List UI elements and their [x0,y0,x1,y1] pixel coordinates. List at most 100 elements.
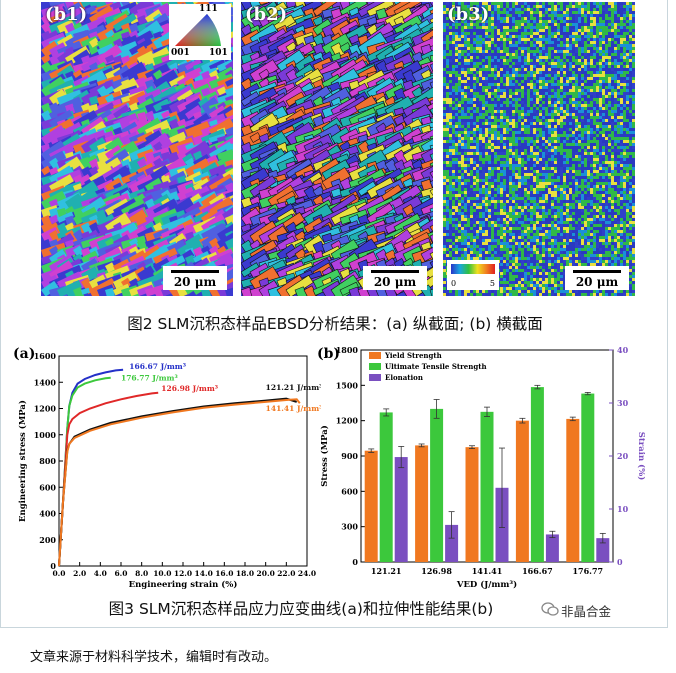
series-line-1 [58,376,111,567]
x-tick-label: 121.21 [371,566,402,576]
y-axis-label: Stress (MPa) [319,425,330,487]
x-tick-label: 12.0 [174,569,192,578]
watermark-text: 非晶合金 [561,604,612,619]
source-note: 文章来源于材料科学技术，编辑时有改动。 [30,650,278,665]
bar-0-4 [566,418,580,562]
x-tick-label: 22.0 [277,569,295,578]
x-tick-label: 2.0 [73,569,86,578]
x-tick-label: 141.41 [472,566,503,576]
panel-label: (a) [13,346,35,362]
kam-max: 5 [489,279,495,288]
kam-min: 0 [451,279,457,288]
stress-strain-chart: (a) 0 200 400 600 800 1000 1200 1400 1600 0.0 2.0 4.… [13,346,321,590]
panel-label: (b2) [245,4,288,25]
legend-swatch-0 [369,352,381,359]
panel-label: (b3) [447,4,490,25]
y2-tick-label: 40 [617,345,629,355]
scale-bar: 20 μm [363,266,427,290]
bar-2-4 [596,538,610,562]
series-label-0: 166.67 J/mm³ [129,362,186,371]
panel-label: (b1) [45,4,88,25]
x-tick-label: 18.0 [236,569,254,578]
y-tick-label: 800 [39,456,56,466]
ipf-color-key: 111 001 101 [169,4,231,60]
y-tick-label: 1000 [34,430,57,440]
grain-texture [41,2,233,296]
ipf-label-top: 111 [199,4,218,14]
y-tick-label: 1800 [336,345,359,355]
x-tick-label: 0.0 [52,569,65,578]
y-tick-label: 900 [341,451,358,461]
bar-0-3 [515,420,529,562]
y-tick-label: 300 [341,522,358,532]
x-tick-label: 6.0 [114,569,127,578]
bar-1-0 [379,412,393,562]
y2-tick-label: 30 [617,398,629,408]
tensile-properties-chart: (b) 0 300 600 900 1200 1500 1800 0 10 20 30 40 Stress… [317,345,645,590]
bar-0-0 [364,450,378,562]
x-tick-label: 24.0 [298,569,316,578]
kam-texture [443,2,635,296]
bar-1-4 [581,393,595,562]
x-axis-label: VED (J/mm³) [456,579,517,590]
panel-label: (b) [317,346,340,362]
bar-2-1 [445,524,459,562]
article-figure-frame: (b1) 111 001 101 20 μm [0,0,668,628]
ebsd-panel-b2: (b2) 20 μm [241,2,433,296]
y-tick-label: 1200 [336,416,359,426]
y-axis-label: Engineering stress (MPa) [17,400,28,522]
series-line-4 [58,398,301,567]
series-label-1: 176.77 J/mm³ [121,373,178,382]
bar-1-3 [530,387,544,562]
series-line-2 [58,391,159,567]
x-tick-label: 166.67 [522,566,553,576]
y-tick-label: 200 [39,535,56,545]
y-tick-label: 600 [341,486,358,496]
bar-0-2 [465,447,479,562]
y-tick-label: 1400 [34,377,57,387]
y2-tick-label: 10 [617,504,629,514]
bar-0-1 [415,445,429,562]
y-tick-label: 0 [352,557,358,567]
bar-2-3 [545,534,559,562]
series-line-0 [58,368,124,567]
y2-tick-label: 0 [617,557,623,567]
bar-2-0 [394,457,408,562]
bar-1-2 [480,411,494,562]
series-label-4: 141.41 J/mm³ [266,404,321,413]
wechat-icon [541,602,559,616]
grain-texture [241,2,433,296]
ebsd-ipf-grain-boundary-map [241,2,433,296]
ipf-label-left: 001 [171,48,190,58]
scale-bar: 20 μm [163,266,227,290]
y-tick-label: 400 [39,509,56,519]
y-tick-label: 0 [50,561,56,571]
x-tick-label: 4.0 [94,569,107,578]
kam-color-scale: 0 5 [447,260,499,290]
legend-label-2: Elonation [385,373,423,382]
y-tick-label: 1600 [34,351,57,361]
x-tick-label: 8.0 [135,569,148,578]
x-tick-label: 20.0 [257,569,275,578]
x-axis-label: Engineering strain (%) [129,579,238,590]
ipf-label-right: 101 [209,48,228,58]
bar-1-1 [430,408,444,562]
series-label-2: 126.98 J/mm³ [161,384,218,393]
legend-label-1: Ultimate Tensile Strength [385,362,487,371]
x-tick-label: 126.98 [421,566,452,576]
y2-axis-label: Strain (%) [636,432,645,481]
scale-bar: 20 μm [565,266,629,290]
figure2-caption: 图2 SLM沉积态样品EBSD分析结果：(a) 纵截面; (b) 横截面 [127,315,543,333]
ebsd-kam-map [443,2,635,296]
x-tick-label: 10.0 [153,569,171,578]
x-tick-label: 14.0 [195,569,213,578]
x-tick-label: 16.0 [215,569,233,578]
y-tick-label: 600 [39,482,56,492]
y-tick-label: 1200 [34,404,57,414]
series-label-3: 121.21 J/mm³ [266,383,321,392]
legend-swatch-1 [369,363,381,370]
legend-swatch-2 [369,374,381,381]
y2-tick-label: 20 [617,451,629,461]
legend-label-0: Yield Strength [384,351,442,360]
figure3-caption: 图3 SLM沉积态样品应力应变曲线(a)和拉伸性能结果(b) [108,600,494,618]
